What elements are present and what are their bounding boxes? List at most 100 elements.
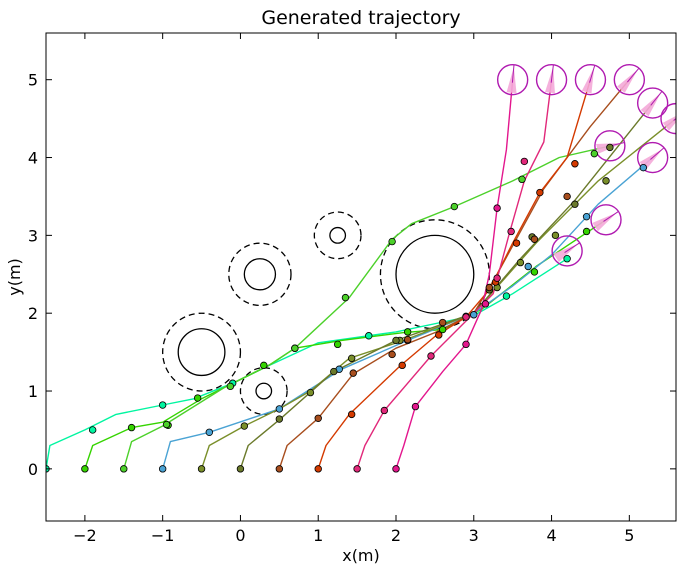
trajectory-point-3-7 [582, 212, 591, 221]
trajectory-point-5-6 [571, 200, 579, 208]
trajectory-point-4-6 [516, 258, 525, 267]
plot-area [46, 63, 676, 473]
goal-heading-line-9 [564, 242, 580, 253]
x-axis-label: x(m) [342, 546, 380, 565]
trajectory-point-6-4 [403, 335, 412, 344]
goal-heading-line-4 [650, 90, 663, 106]
trajectory-point-1-10 [582, 227, 591, 236]
trajectory-point-0-7 [563, 255, 571, 263]
obstacle-safety-ring-3 [313, 211, 362, 260]
y-axis-label: y(m) [5, 258, 24, 296]
trajectory-point-1-7 [403, 328, 412, 336]
trajectory-point-4-1 [240, 422, 249, 430]
trajectory-point-7-0 [314, 465, 322, 473]
goal-circle-6 [594, 130, 626, 162]
goal-heading-line-2 [589, 65, 596, 83]
goal-circle-2 [574, 63, 607, 96]
x-tick-label-5: 3 [469, 526, 479, 545]
trajectory-point-2-2 [226, 382, 235, 391]
trajectory-point-6-0 [275, 465, 284, 473]
trajectory-point-8-2 [427, 352, 435, 360]
trajectory-point-0-1 [88, 426, 97, 434]
goal-circle-8 [590, 204, 622, 236]
trajectory-point-1-4 [260, 361, 268, 370]
trajectory-point-2-0 [120, 465, 128, 473]
trajectory-line-9 [395, 79, 514, 470]
goal-circle-4 [636, 87, 669, 119]
goal-heading-line-7 [650, 147, 665, 160]
goal-heading-line-3 [627, 67, 640, 83]
trajectory-point-7-2 [398, 361, 406, 370]
trajectory-point-3-0 [158, 465, 167, 473]
x-tick-label-4: 2 [391, 526, 401, 545]
goal-circle-3 [613, 63, 646, 96]
trajectory-point-3-2 [275, 405, 284, 413]
trajectory-point-9-0 [392, 465, 400, 473]
trajectory-line-8 [356, 79, 553, 470]
y-tick-label-4: 4 [28, 149, 38, 168]
obstacle-0 [395, 234, 475, 314]
trajectory-point-7-7 [571, 160, 579, 168]
goal-heading-arrow-2 [581, 67, 595, 94]
trajectory-point-3-5 [470, 311, 478, 319]
trajectory-point-8-6 [520, 157, 529, 166]
x-tick-label-3: 1 [313, 526, 323, 545]
x-tick-label-1: −1 [151, 526, 175, 545]
trajectory-point-3-1 [205, 428, 214, 436]
trajectory-point-7-6 [536, 188, 544, 197]
trajectory-point-8-5 [507, 227, 515, 236]
trajectory-point-6-1 [314, 414, 322, 422]
trajectory-point-3-6 [524, 262, 532, 271]
trajectory-point-4-2 [306, 388, 315, 397]
obstacle-3 [329, 226, 347, 244]
trajectory-point-1-0 [81, 465, 89, 473]
obstacle-safety-ring-4 [239, 367, 288, 416]
x-tick-label-6: 4 [546, 526, 556, 545]
y-tick-label-5: 5 [28, 71, 38, 90]
trajectory-point-9-1 [411, 402, 420, 411]
trajectory-point-5-2 [330, 367, 338, 376]
trajectory-point-2-6 [450, 202, 459, 211]
trajectory-point-1-1 [127, 423, 136, 432]
trajectory-point-8-0 [353, 465, 361, 473]
trajectory-point-7-3 [435, 331, 443, 339]
axes: −2 −1 0 1 2 3 4 5 0 1 2 3 4 5 [28, 33, 676, 545]
trajectory-line-6 [278, 79, 630, 470]
trajectory-point-8-1 [380, 406, 389, 415]
trajectory-point-5-1 [275, 415, 284, 423]
trajectory-point-0-6 [502, 292, 511, 300]
obstacle-safety-ring-1 [162, 312, 242, 392]
trajectory-point-6-8 [563, 192, 571, 201]
y-tick-label-0: 0 [28, 460, 38, 479]
trajectory-point-9-3 [481, 300, 490, 308]
trajectory-point-6-3 [388, 350, 396, 359]
goal-heading-arrow-9 [553, 243, 579, 263]
goal-circle-9 [551, 235, 583, 267]
trajectory-line-7 [317, 79, 592, 470]
trajectory-point-8-3 [462, 313, 470, 321]
trajectory-point-9-2 [462, 340, 470, 349]
plot-frame [45, 32, 677, 522]
trajectory-point-2-5 [388, 237, 396, 246]
x-tick-label-0: −2 [73, 526, 97, 545]
goal-heading-line-0 [511, 64, 515, 83]
trajectory-point-1-3 [193, 394, 202, 402]
trajectory-point-7-1 [347, 410, 356, 419]
trajectory-point-0-2 [158, 401, 167, 409]
goal-heading-line-1 [550, 64, 554, 83]
chart-title: Generated trajectory [261, 7, 460, 29]
trajectory-line-2 [123, 145, 611, 470]
trajectory-point-5-3 [392, 336, 400, 345]
goal-circle-0 [496, 63, 529, 96]
trajectory-point-6-5 [438, 318, 447, 327]
y-tick-label-1: 1 [28, 382, 38, 401]
obstacle-safety-ring-2 [228, 242, 292, 307]
trajectory-point-6-2 [349, 369, 357, 377]
trajectory-point-4-8 [602, 177, 610, 185]
trajectory-line-1 [84, 219, 607, 470]
trajectory-point-2-4 [341, 293, 350, 302]
goal-circle-7 [636, 141, 669, 174]
trajectory-point-2-8 [590, 149, 599, 158]
trajectory-point-1-9 [530, 268, 539, 276]
